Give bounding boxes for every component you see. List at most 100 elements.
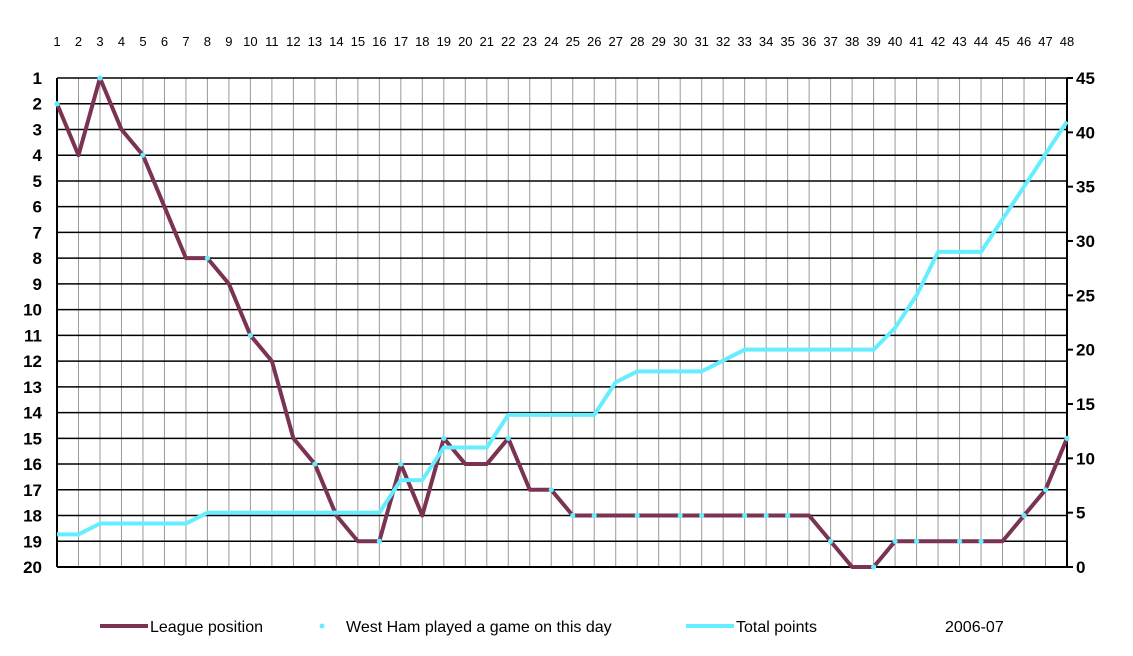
y-left-tick-label: 18 bbox=[23, 507, 42, 526]
y-right-tick-label: 5 bbox=[1076, 504, 1085, 523]
game-day-marker bbox=[677, 512, 683, 519]
game-day-marker bbox=[398, 461, 404, 467]
x-tick-label: 48 bbox=[1060, 34, 1074, 49]
game-day-marker bbox=[1064, 435, 1070, 441]
x-tick-label: 32 bbox=[716, 34, 730, 49]
x-tick-label: 45 bbox=[995, 34, 1009, 49]
y-left-tick-label: 9 bbox=[33, 275, 42, 294]
y-right-tick-label: 15 bbox=[1076, 395, 1095, 414]
game-day-marker bbox=[204, 255, 211, 261]
x-tick-label: 39 bbox=[866, 34, 880, 49]
y-right-tick-label: 30 bbox=[1076, 232, 1095, 251]
y-left-tick-label: 6 bbox=[33, 198, 42, 217]
x-tick-label: 15 bbox=[351, 34, 365, 49]
game-day-marker bbox=[699, 512, 705, 519]
x-tick-label: 36 bbox=[802, 34, 816, 49]
x-tick-label: 8 bbox=[204, 34, 211, 49]
x-tick-label: 16 bbox=[372, 34, 386, 49]
x-tick-label: 10 bbox=[243, 34, 257, 49]
y-left-tick-label: 15 bbox=[23, 429, 42, 448]
x-tick-label: 21 bbox=[480, 34, 494, 49]
y-left-tick-label: 11 bbox=[24, 326, 42, 345]
x-tick-label: 7 bbox=[182, 34, 189, 49]
game-day-marker bbox=[548, 487, 554, 493]
x-tick-label: 44 bbox=[974, 34, 988, 49]
x-tick-label: 18 bbox=[415, 34, 429, 49]
game-day-marker bbox=[828, 538, 834, 544]
game-day-marker bbox=[1021, 512, 1027, 519]
game-day-marker bbox=[913, 538, 920, 544]
y-left-tick-label: 4 bbox=[33, 146, 43, 165]
x-tick-label: 25 bbox=[566, 34, 580, 49]
game-day-marker bbox=[742, 512, 748, 519]
x-tick-label: 35 bbox=[780, 34, 794, 49]
game-day-marker bbox=[570, 512, 576, 519]
game-day-marker bbox=[247, 332, 254, 338]
y-right-tick-label: 40 bbox=[1076, 123, 1095, 142]
y-left-tick-label: 3 bbox=[33, 120, 42, 139]
y-left-tick-label: 2 bbox=[33, 95, 42, 114]
x-tick-label: 26 bbox=[587, 34, 601, 49]
legend-swatch-game-day bbox=[319, 623, 325, 629]
y-right-tick-label: 45 bbox=[1076, 69, 1095, 88]
x-tick-label: 6 bbox=[161, 34, 168, 49]
x-tick-label: 5 bbox=[139, 34, 146, 49]
x-tick-label: 19 bbox=[437, 34, 451, 49]
game-day-marker bbox=[441, 435, 447, 441]
y-left-tick-label: 8 bbox=[33, 249, 42, 268]
game-day-marker bbox=[54, 101, 60, 107]
x-tick-label: 4 bbox=[118, 34, 125, 49]
legend-label-game-day: West Ham played a game on this day bbox=[346, 619, 612, 636]
season-label: 2006-07 bbox=[945, 619, 1004, 636]
x-tick-label: 28 bbox=[630, 34, 644, 49]
y-left-tick-label: 7 bbox=[33, 223, 42, 242]
x-tick-label: 14 bbox=[329, 34, 343, 49]
x-tick-label: 42 bbox=[931, 34, 945, 49]
game-day-marker bbox=[376, 538, 382, 544]
y-right-tick-label: 25 bbox=[1076, 286, 1095, 305]
axes bbox=[56, 77, 1073, 568]
x-tick-label: 3 bbox=[96, 34, 103, 49]
x-tick-label: 9 bbox=[225, 34, 232, 49]
x-tick-label: 23 bbox=[523, 34, 537, 49]
x-tick-label: 20 bbox=[458, 34, 472, 49]
x-tick-label: 37 bbox=[823, 34, 837, 49]
game-day-marker bbox=[978, 538, 984, 544]
grid bbox=[56, 77, 1068, 568]
tick-labels: 1 2 3 4 5 6 7 8 9 10 11 12 13 14 15 16 17 18 19 20 21 22 23 24 2… bbox=[23, 34, 1095, 577]
x-tick-label: 40 bbox=[888, 34, 902, 49]
x-tick-label: 38 bbox=[845, 34, 859, 49]
game-day-marker bbox=[870, 564, 877, 570]
x-tick-label: 43 bbox=[952, 34, 966, 49]
y-left-tick-label: 10 bbox=[23, 301, 42, 320]
x-tick-label: 17 bbox=[394, 34, 408, 49]
game-day-marker bbox=[763, 512, 769, 519]
y-right-tick-label: 0 bbox=[1076, 558, 1085, 577]
game-day-marker bbox=[1042, 487, 1049, 493]
series-line-total-points bbox=[57, 120, 1069, 537]
game-day-marker bbox=[892, 538, 898, 544]
x-tick-label: 29 bbox=[651, 34, 665, 49]
x-tick-label: 33 bbox=[737, 34, 751, 49]
game-day-marker bbox=[312, 461, 318, 467]
x-tick-label: 41 bbox=[909, 34, 923, 49]
game-day-marker bbox=[505, 435, 511, 441]
y-left-tick-label: 12 bbox=[23, 352, 42, 371]
x-tick-label: 11 bbox=[265, 34, 279, 49]
game-day-marker bbox=[785, 512, 791, 519]
y-left-tick-label: 17 bbox=[23, 481, 42, 500]
x-tick-label: 31 bbox=[694, 34, 708, 49]
game-day-marker bbox=[956, 538, 963, 544]
game-day-marker bbox=[140, 152, 146, 158]
x-tick-label: 12 bbox=[286, 34, 300, 49]
x-tick-label: 24 bbox=[544, 34, 558, 49]
y-left-tick-label: 13 bbox=[23, 378, 42, 397]
legend-label-total-points: Total points bbox=[736, 619, 817, 636]
y-left-tick-label: 20 bbox=[23, 558, 42, 577]
y-right-tick-label: 35 bbox=[1076, 178, 1095, 197]
y-right-tick-label: 20 bbox=[1076, 341, 1095, 360]
x-tick-label: 30 bbox=[673, 34, 687, 49]
legend-label-league-position: League position bbox=[150, 619, 263, 636]
game-day-marker bbox=[634, 512, 640, 519]
